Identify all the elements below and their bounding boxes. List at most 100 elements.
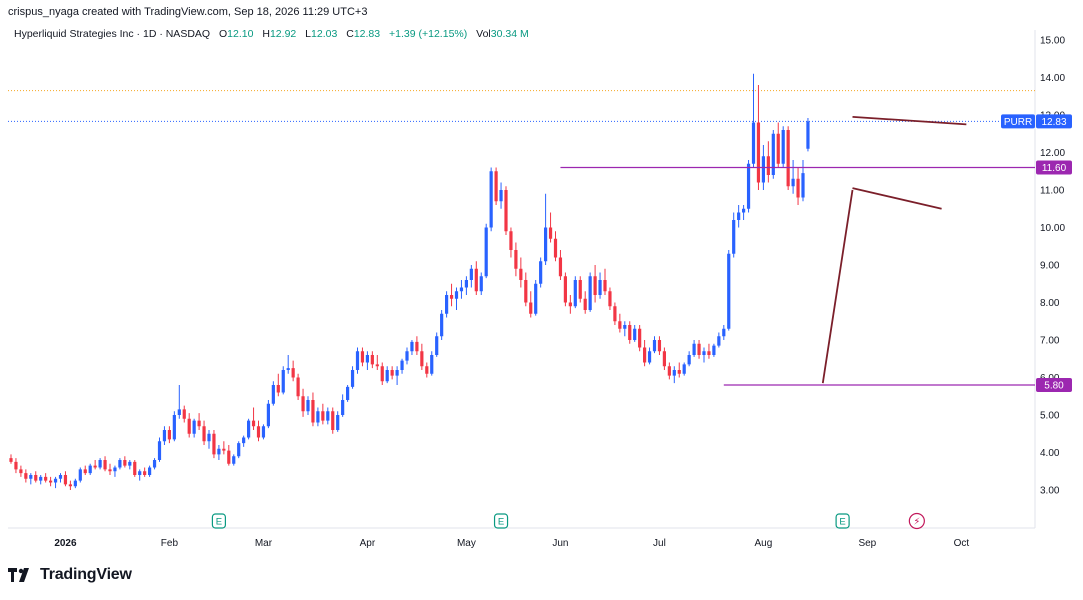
candle[interactable] — [53, 476, 58, 489]
candle[interactable] — [167, 426, 171, 444]
candle-body[interactable] — [187, 418, 191, 434]
candle-body[interactable] — [746, 163, 751, 209]
candle-body[interactable] — [207, 433, 211, 442]
candle-body[interactable] — [445, 295, 449, 314]
candle[interactable] — [108, 463, 112, 475]
candle[interactable] — [143, 467, 147, 477]
earnings-marker-icon[interactable] — [835, 513, 850, 529]
candle-body[interactable] — [167, 430, 171, 440]
candle-body[interactable] — [727, 253, 731, 329]
candle-body[interactable] — [370, 355, 374, 365]
candle[interactable] — [558, 250, 563, 280]
candle[interactable] — [623, 321, 627, 337]
candle[interactable] — [83, 465, 87, 475]
candle-body[interactable] — [598, 280, 602, 295]
candle[interactable] — [78, 467, 82, 483]
candle-body[interactable] — [261, 426, 266, 438]
candle-body[interactable] — [573, 280, 577, 307]
candle-body[interactable] — [19, 469, 23, 474]
time-axis[interactable]: 2026 Feb Mar Apr May Jun Jul Aug Sep Oct — [54, 538, 969, 549]
candle-body[interactable] — [464, 280, 468, 288]
candle-body[interactable] — [341, 400, 345, 415]
candle-body[interactable] — [29, 475, 33, 479]
candle-body[interactable] — [350, 370, 355, 387]
candle-body[interactable] — [534, 283, 538, 314]
candle-body[interactable] — [801, 173, 805, 198]
candle-body[interactable] — [123, 460, 127, 466]
candle[interactable] — [197, 413, 201, 430]
candle[interactable] — [261, 424, 266, 440]
candle-body[interactable] — [519, 268, 523, 280]
candle[interactable] — [271, 381, 275, 406]
candle-body[interactable] — [657, 340, 662, 352]
candle[interactable] — [707, 343, 711, 359]
candle-body[interactable] — [49, 480, 53, 483]
candle[interactable] — [548, 212, 553, 243]
candle[interactable] — [732, 212, 736, 258]
candle[interactable] — [494, 167, 498, 206]
candle[interactable] — [88, 463, 92, 475]
candle-body[interactable] — [385, 370, 389, 382]
candle[interactable] — [464, 276, 468, 295]
candle-body[interactable] — [440, 313, 444, 337]
candle[interactable] — [247, 418, 251, 440]
candle-body[interactable] — [271, 385, 275, 404]
candle-body[interactable] — [484, 227, 488, 277]
candle[interactable] — [148, 465, 152, 477]
candle[interactable] — [370, 351, 374, 369]
candle-body[interactable] — [162, 430, 167, 442]
candle[interactable] — [19, 465, 23, 477]
candle[interactable] — [479, 272, 483, 296]
candle[interactable] — [93, 460, 97, 470]
candle[interactable] — [662, 347, 666, 371]
candle-body[interactable] — [177, 409, 181, 415]
candle-body[interactable] — [687, 355, 691, 365]
candle[interactable] — [806, 118, 810, 152]
candle-body[interactable] — [796, 178, 800, 198]
candle-body[interactable] — [781, 130, 785, 164]
candle[interactable] — [647, 347, 652, 365]
candle-body[interactable] — [108, 469, 112, 472]
candle[interactable] — [638, 325, 642, 352]
candle[interactable] — [742, 205, 746, 220]
candle[interactable] — [49, 476, 53, 487]
candle-body[interactable] — [202, 426, 206, 442]
candle-body[interactable] — [722, 328, 726, 337]
candle[interactable] — [73, 478, 77, 489]
candle[interactable] — [390, 366, 394, 380]
candle[interactable] — [598, 272, 602, 299]
candle-body[interactable] — [44, 476, 48, 481]
candle-body[interactable] — [638, 328, 642, 348]
candle[interactable] — [9, 454, 13, 464]
candle[interactable] — [68, 480, 72, 490]
candle-body[interactable] — [553, 238, 558, 258]
candle[interactable] — [791, 160, 795, 194]
candle[interactable] — [355, 347, 360, 374]
candle-body[interactable] — [425, 366, 429, 374]
candle[interactable] — [435, 332, 439, 357]
candle-body[interactable] — [529, 302, 533, 314]
candle[interactable] — [39, 475, 43, 485]
candle[interactable] — [697, 340, 701, 359]
candle-body[interactable] — [509, 231, 513, 250]
candle-body[interactable] — [499, 190, 503, 202]
candle[interactable] — [296, 373, 300, 400]
candle-body[interactable] — [380, 366, 384, 382]
candle[interactable] — [192, 418, 196, 438]
candle-body[interactable] — [237, 443, 241, 457]
dividend-marker-icon[interactable] — [908, 512, 925, 530]
price-axis[interactable]: 3.004.005.006.007.008.009.0010.0011.0012… — [1001, 36, 1072, 497]
candle[interactable] — [29, 473, 33, 485]
candle[interactable] — [677, 362, 681, 378]
candle[interactable] — [177, 385, 181, 419]
candle-body[interactable] — [737, 212, 741, 221]
candle[interactable] — [256, 420, 261, 442]
candle-body[interactable] — [751, 122, 756, 164]
candle-body[interactable] — [712, 345, 716, 355]
candle[interactable] — [544, 193, 548, 265]
candle[interactable] — [454, 287, 459, 311]
candle[interactable] — [682, 362, 686, 376]
candle[interactable] — [266, 400, 270, 429]
candle[interactable] — [504, 186, 508, 235]
candle[interactable] — [746, 160, 751, 213]
